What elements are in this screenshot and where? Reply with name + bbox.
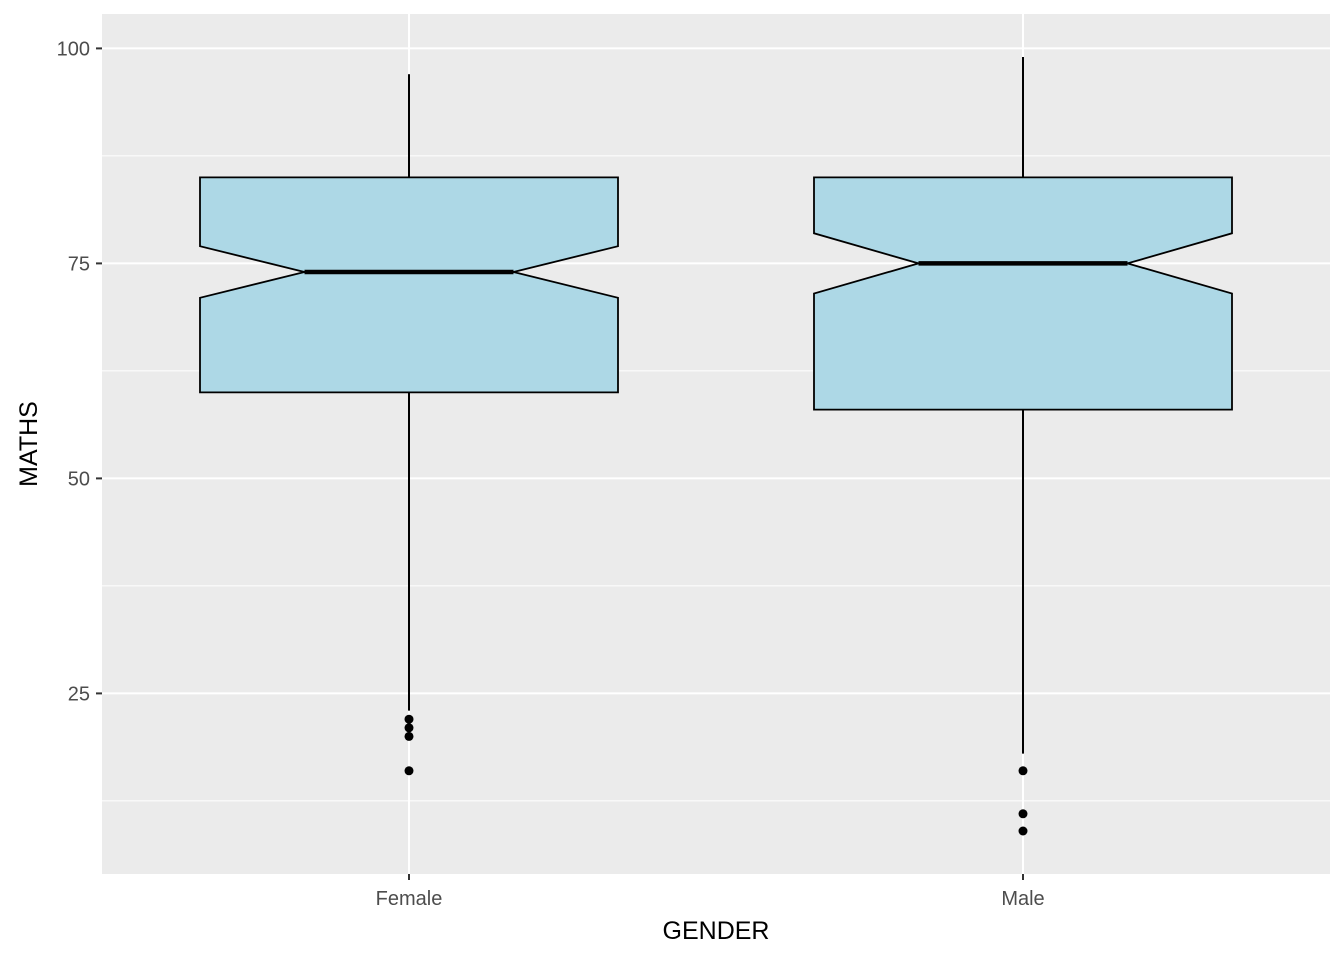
outlier-point [1018, 826, 1028, 836]
box-body [813, 176, 1233, 411]
outlier-point [404, 731, 414, 741]
y-tick-label: 25 [68, 683, 90, 705]
y-axis-title: MATHS [15, 401, 43, 487]
outlier-point [1018, 766, 1028, 776]
y-tick-label: 75 [68, 253, 90, 275]
outlier-point [404, 723, 414, 733]
y-tick-label: 50 [68, 468, 90, 490]
boxes-layer [199, 57, 1233, 836]
x-tick-label: Male [1001, 888, 1044, 910]
plot-panel [102, 14, 1330, 874]
x-axis: Female Male [376, 874, 1045, 910]
x-axis-title: GENDER [663, 917, 770, 945]
x-tick-label: Female [376, 888, 443, 910]
y-tick-label: 100 [57, 38, 90, 60]
y-axis: 25 50 75 100 [57, 38, 102, 705]
outlier-point [404, 714, 414, 724]
outlier-point [404, 766, 414, 776]
box-body [199, 176, 619, 394]
box-male [813, 57, 1233, 836]
outlier-point [1018, 809, 1028, 819]
box-female [199, 74, 619, 776]
